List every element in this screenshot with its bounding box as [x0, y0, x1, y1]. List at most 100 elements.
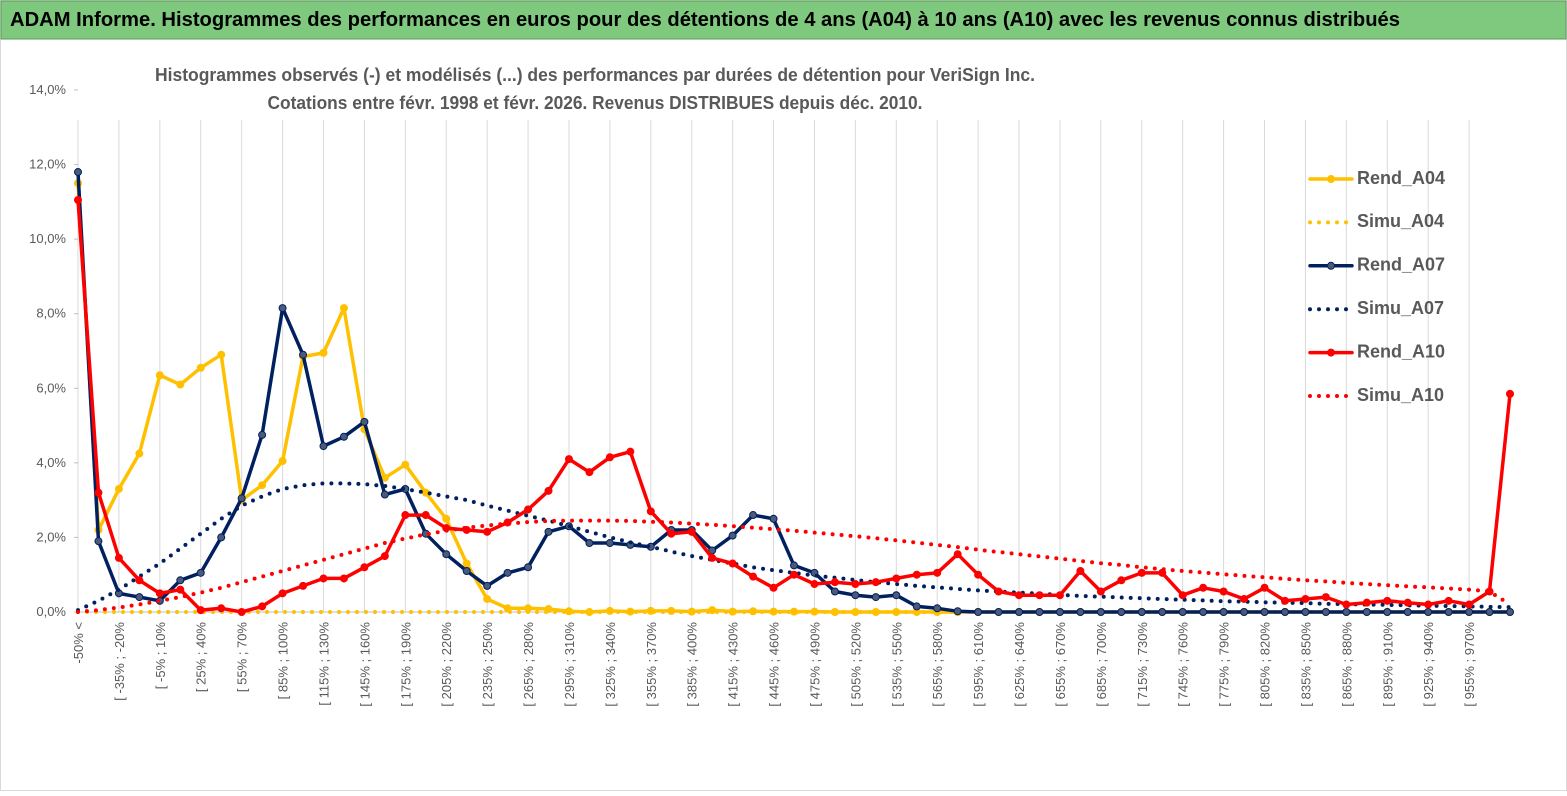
- data-point: [564, 455, 573, 464]
- y-tick-label: 6,0%: [36, 380, 66, 395]
- legend-label: Rend_A04: [1357, 168, 1445, 188]
- data-point: [851, 580, 860, 589]
- data-point: [1117, 608, 1126, 616]
- data-point: [483, 527, 492, 536]
- data-point: [974, 570, 983, 579]
- data-point: [1240, 594, 1249, 603]
- data-point: [1219, 608, 1228, 616]
- data-point: [1137, 568, 1146, 577]
- data-point: [299, 350, 308, 359]
- data-point: [830, 578, 839, 587]
- x-tick-label: [ 505% ; 520%: [848, 622, 863, 707]
- x-tick-label: [ 355% ; 370%: [644, 622, 659, 707]
- x-tick-label: [ 865% ; 880%: [1339, 622, 1354, 707]
- x-tick-label: [ 715% ; 730%: [1135, 622, 1150, 707]
- data-point: [728, 559, 737, 568]
- data-point: [810, 580, 819, 589]
- data-point: [1178, 591, 1187, 600]
- data-point: [1403, 608, 1412, 616]
- data-point: [1301, 608, 1310, 616]
- data-point: [994, 587, 1003, 596]
- data-point: [728, 531, 737, 540]
- data-point: [1383, 608, 1392, 616]
- data-point: [155, 589, 164, 598]
- data-point: [258, 481, 267, 490]
- data-point: [483, 581, 492, 590]
- data-point: [1260, 583, 1269, 592]
- data-point: [483, 594, 492, 603]
- data-point: [912, 570, 921, 579]
- legend-label: Rend_A07: [1357, 255, 1445, 275]
- data-point: [94, 537, 103, 546]
- x-tick-label: [ 895% ; 910%: [1380, 622, 1395, 707]
- data-point: [135, 576, 144, 585]
- data-point: [421, 511, 430, 520]
- legend-label: Rend_A10: [1357, 341, 1445, 361]
- data-point: [176, 576, 185, 585]
- data-point: [1117, 576, 1126, 585]
- data-point: [544, 527, 553, 536]
- x-tick-label: [ 775% ; 790%: [1217, 622, 1232, 707]
- data-point: [1015, 591, 1024, 600]
- data-point: [1219, 587, 1228, 596]
- data-point: [524, 563, 533, 572]
- data-point: [1096, 608, 1105, 616]
- data-point: [1444, 596, 1453, 605]
- data-point: [319, 574, 328, 583]
- data-point: [94, 488, 103, 497]
- x-tick-label: [ 955% ; 970%: [1462, 622, 1477, 707]
- data-point: [196, 363, 205, 372]
- data-point: [1465, 600, 1474, 609]
- data-point: [319, 348, 328, 357]
- data-point: [912, 602, 921, 611]
- data-point: [462, 559, 471, 568]
- data-point: [258, 602, 267, 611]
- data-point: [1199, 583, 1208, 592]
- data-point: [339, 304, 348, 313]
- data-point: [278, 456, 287, 465]
- data-point: [1424, 600, 1433, 609]
- x-tick-label: [ 115% ; 130%: [316, 622, 331, 706]
- chart-title: Histogrammes observés (-) et modélisés (…: [155, 65, 1035, 85]
- data-point: [462, 566, 471, 575]
- x-tick-label: [ 55% ; 70%: [235, 622, 250, 693]
- data-point: [708, 553, 717, 562]
- data-point: [176, 380, 185, 389]
- data-point: [503, 568, 512, 577]
- data-point: [1137, 608, 1146, 616]
- x-tick-label: [ 625% ; 640%: [1012, 622, 1027, 707]
- data-point: [1158, 608, 1167, 616]
- data-point: [237, 608, 246, 616]
- x-tick-label: [ 25% ; 40%: [194, 622, 209, 693]
- data-point: [299, 581, 308, 590]
- data-point: [1076, 566, 1085, 575]
- data-point: [319, 442, 328, 451]
- data-point: [114, 553, 123, 562]
- data-point: [585, 539, 594, 548]
- data-point: [1178, 608, 1187, 616]
- x-tick-label: [ 835% ; 850%: [1298, 622, 1313, 707]
- data-point: [790, 561, 798, 570]
- data-point: [1035, 608, 1044, 616]
- data-point: [1015, 608, 1024, 616]
- data-point: [1301, 594, 1310, 603]
- y-tick-label: 14,0%: [29, 82, 66, 97]
- x-tick-label: [ 325% ; 340%: [603, 622, 618, 707]
- data-point: [1485, 608, 1494, 616]
- data-point: [1055, 608, 1064, 616]
- data-point: [933, 568, 942, 577]
- data-point: [1199, 608, 1208, 616]
- y-tick-label: 10,0%: [29, 231, 66, 246]
- data-point: [1096, 587, 1105, 596]
- data-point: [401, 511, 410, 520]
- data-point: [1321, 593, 1330, 602]
- data-point: [1321, 608, 1330, 616]
- data-point: [626, 447, 635, 456]
- data-point: [135, 593, 144, 602]
- header-bar: [0, 0, 1567, 40]
- data-point: [237, 494, 246, 503]
- x-tick-label: -50% <: [71, 622, 86, 664]
- data-point: [380, 552, 389, 561]
- x-tick-label: [ 175% ; 190%: [398, 622, 413, 707]
